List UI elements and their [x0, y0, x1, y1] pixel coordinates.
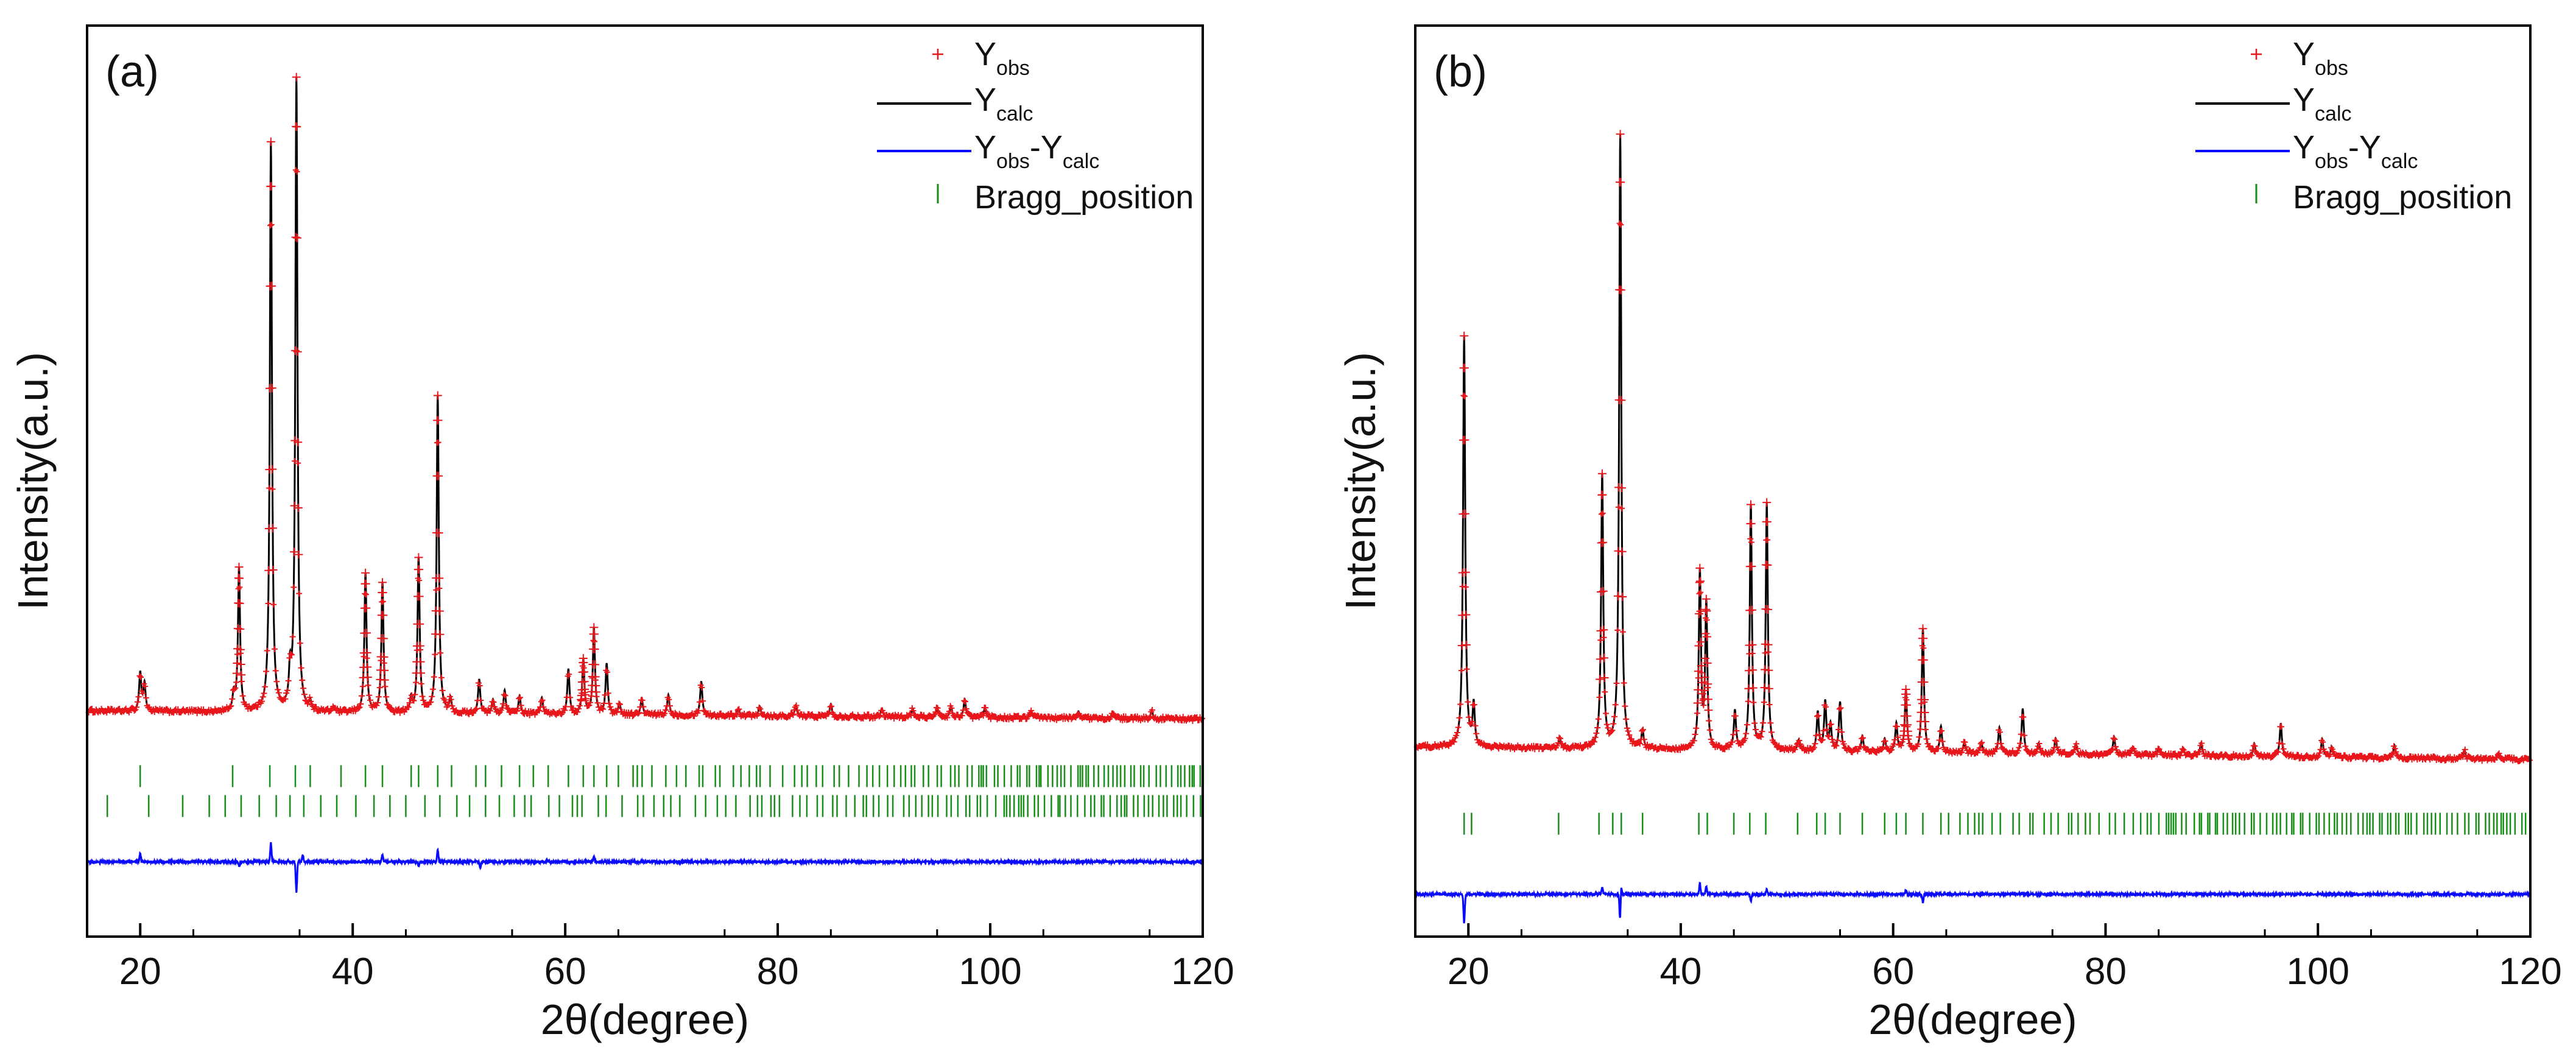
legend-label: Yobs [2293, 36, 2348, 80]
bragg-row-2 [106, 795, 1202, 817]
panel-label: (b) [1434, 47, 1487, 96]
y-axis-title: Intensity(a.u.) [1337, 352, 1384, 610]
legend-item-1: Yobs [932, 36, 1030, 80]
bragg-row-1 [1463, 812, 2527, 835]
x-tick-label: 80 [757, 951, 799, 993]
legend-item-1: Yobs [2251, 36, 2348, 80]
x-tick-label: 60 [1872, 951, 1914, 993]
legend-marker-symbol [932, 49, 943, 60]
panel-a: 20 40 60 80 100 120 2θ(degree) Intensity(a.u.) (… [9, 24, 1234, 1043]
legend-label: Yobs-Ycalc [974, 129, 1099, 173]
difference-line [1414, 881, 2532, 924]
difference-line [86, 842, 1204, 893]
legend-label: Yobs [974, 36, 1030, 80]
x-tick-label: 60 [544, 951, 586, 993]
x-tick-label: 80 [2085, 951, 2127, 993]
legend-item-2: Ycalc [2195, 82, 2352, 125]
x-axis-title: 2θ(degree) [541, 996, 749, 1043]
yobs-marker-set [85, 72, 1206, 724]
bragg-tick-set [1463, 812, 2527, 835]
x-axis-title: 2θ(degree) [1868, 996, 2077, 1043]
x-tick-label: 20 [119, 951, 161, 993]
ycalc-line [1415, 134, 2530, 761]
panel-label: (a) [105, 47, 159, 96]
bragg-row-1 [139, 765, 1202, 787]
x-tick-label: 20 [1448, 951, 1490, 993]
ycalc-line [87, 77, 1203, 720]
bragg-tick-set [106, 795, 1202, 817]
yobs-marker-set [1413, 130, 2533, 764]
legend-label: Yobs-Ycalc [2293, 129, 2418, 173]
bragg-tick-set [139, 765, 1202, 787]
legend-item-4: Bragg_position [2255, 179, 2512, 216]
x-tick-label: 40 [332, 951, 374, 993]
legend-label: Bragg_position [974, 179, 1194, 216]
legend-item-3: Yobs-Ycalc [2195, 129, 2418, 173]
x-tick-label: 100 [2287, 951, 2349, 993]
x-axis: 20 40 60 80 100 120 [1414, 923, 2562, 993]
x-tick-label: 40 [1659, 951, 1701, 993]
plot-frame [1414, 24, 2532, 938]
legend-marker-symbol [2251, 49, 2262, 60]
x-tick-label: 100 [959, 951, 1021, 993]
legend-item-2: Ycalc [877, 82, 1033, 125]
legend-label: Ycalc [974, 82, 1033, 125]
legend-label: Bragg_position [2293, 179, 2512, 216]
legend-label: Ycalc [2293, 82, 2352, 125]
panel-b: 20 40 60 80 100 120 2θ(degree) Intensity(a.u.) (… [1337, 24, 2562, 1043]
y-axis-title: Intensity(a.u.) [9, 352, 57, 610]
yobs-markers [85, 72, 1206, 724]
x-tick-label: 120 [1171, 951, 1234, 993]
legend-item-3: Yobs-Ycalc [877, 129, 1099, 173]
legend-item-4: Bragg_position [937, 179, 1194, 216]
yobs-markers [1413, 130, 2533, 764]
x-tick-label: 120 [2499, 951, 2561, 993]
x-axis: 20 40 60 80 100 120 [86, 923, 1234, 993]
plot-frame [86, 24, 1204, 938]
